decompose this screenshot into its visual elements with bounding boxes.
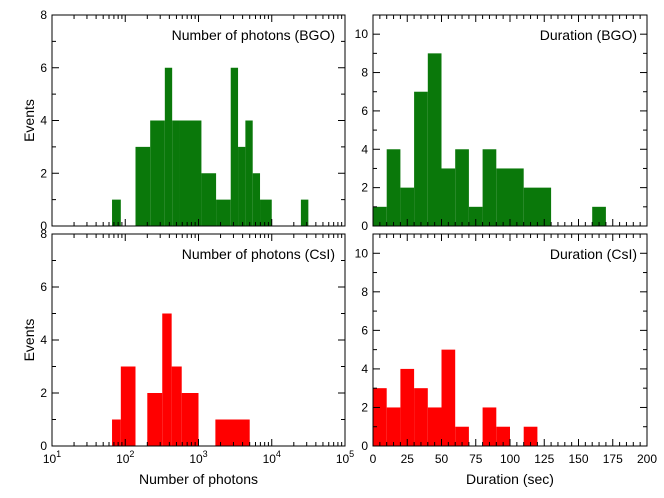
y-tick-label: 0 (40, 219, 47, 233)
histogram-bar (482, 149, 497, 226)
y-tick-label: 6 (361, 323, 368, 337)
histogram-bar (427, 407, 442, 446)
histogram-bar (112, 419, 121, 446)
histogram-bar (150, 120, 165, 226)
y-tick-label: 4 (361, 142, 368, 156)
x-tick-label: 50 (435, 452, 449, 466)
histogram-bar (455, 149, 469, 226)
histogram-bar (400, 187, 415, 226)
x-tick-label: 150 (568, 452, 588, 466)
histogram-bar (523, 426, 538, 446)
y-tick-label: 8 (361, 285, 368, 299)
histogram-bar (162, 313, 172, 446)
y-tick-label: 4 (40, 114, 47, 128)
panel-bgo_duration: 0 2 4 6 8 10 Duration (BGO) (355, 14, 648, 233)
histogram-bar (215, 419, 250, 446)
y-tick-label: 8 (40, 8, 47, 22)
histogram-bar (216, 199, 231, 226)
histogram-bar (245, 120, 253, 226)
x-tick-label: 102 (116, 449, 134, 466)
x-axis-label: Duration (sec) (466, 471, 554, 487)
x-axis-label: Number of photons (139, 471, 258, 487)
histogram-bar (135, 146, 151, 226)
y-tick-label: 0 (361, 439, 368, 453)
histogram-bar (510, 168, 524, 226)
histogram-bar (238, 146, 246, 226)
y-tick-label: 8 (40, 227, 47, 241)
y-axis-label: Events (21, 99, 37, 142)
histogram-bar (260, 199, 272, 226)
histogram-bar (441, 168, 456, 226)
histogram-bar (252, 173, 261, 226)
histogram-bar (592, 206, 606, 226)
y-tick-label: 2 (361, 400, 368, 414)
histogram-bar (496, 168, 510, 226)
x-tick-label: 105 (336, 449, 354, 466)
panel-title: Duration (CsI) (550, 246, 637, 262)
y-tick-label: 2 (361, 181, 368, 195)
histogram-bar (441, 349, 456, 446)
histogram-bar (373, 388, 387, 446)
histogram-bar (201, 173, 217, 226)
x-tick-label: 125 (534, 452, 554, 466)
histogram-bar (230, 67, 239, 226)
histogram-bar (496, 426, 510, 446)
x-tick-label: 101 (43, 449, 61, 466)
histogram-bar (400, 368, 415, 446)
y-tick-label: 0 (40, 439, 47, 453)
histogram-bar (179, 120, 202, 226)
histogram-bar (427, 53, 442, 227)
y-axis-label: Events (21, 319, 37, 362)
panel-title: Number of photons (BGO) (172, 27, 335, 43)
y-tick-label: 6 (40, 280, 47, 294)
histogram-bar (386, 407, 401, 446)
histogram-bar (172, 120, 180, 226)
histogram-bar (373, 206, 387, 226)
y-tick-label: 8 (361, 66, 368, 80)
y-tick-label: 6 (40, 61, 47, 75)
histogram-bar (482, 407, 497, 446)
histogram-bar (171, 366, 182, 446)
panel-csi_photons: 0 2 4 6 8 101 102 103 104 105 Number of photons (C… (21, 227, 354, 487)
x-tick-label: 75 (469, 452, 483, 466)
histogram-bar (120, 366, 136, 446)
y-tick-label: 4 (40, 333, 47, 347)
histogram-bar (386, 149, 401, 226)
histogram-bar (523, 187, 552, 226)
x-tick-label: 200 (637, 452, 657, 466)
x-tick-label: 0 (370, 452, 377, 466)
x-tick-label: 175 (603, 452, 623, 466)
x-tick-label: 100 (500, 452, 520, 466)
y-tick-label: 10 (355, 27, 369, 41)
histogram-bar (414, 388, 428, 446)
histogram-bar (181, 393, 199, 446)
x-tick-label: 103 (189, 449, 207, 466)
y-tick-label: 2 (40, 386, 47, 400)
panel-title: Number of photons (CsI) (182, 246, 335, 262)
histogram-bar (164, 67, 173, 226)
x-tick-label: 104 (263, 449, 281, 466)
y-tick-label: 6 (361, 104, 368, 118)
histogram-bar (468, 206, 483, 226)
y-tick-label: 4 (361, 362, 368, 376)
panel-bgo_photons: 0 2 4 6 8 Number of photons (BGO) Events (21, 8, 346, 233)
y-tick-label: 0 (361, 219, 368, 233)
x-tick-label: 25 (401, 452, 415, 466)
histogram-bar (455, 426, 469, 446)
y-tick-label: 2 (40, 166, 47, 180)
histogram-bar (414, 91, 428, 227)
histogram-bar (147, 393, 163, 446)
histogram-bar (112, 199, 121, 226)
histogram-bar (300, 199, 309, 226)
panel-title: Duration (BGO) (540, 27, 637, 43)
y-tick-label: 10 (355, 246, 369, 260)
